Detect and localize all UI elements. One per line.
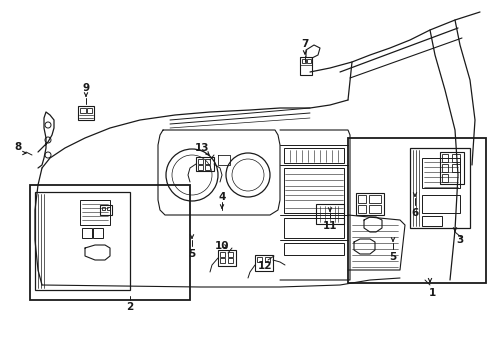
Bar — [421, 158, 459, 188]
Bar — [441, 164, 447, 172]
Bar — [204, 159, 209, 164]
Bar — [254, 255, 272, 271]
Bar — [302, 59, 305, 63]
Bar — [107, 207, 110, 210]
Text: 2: 2 — [126, 302, 133, 312]
Bar — [100, 205, 112, 215]
Bar — [220, 252, 224, 257]
Bar — [198, 159, 203, 164]
Bar — [227, 252, 232, 257]
Bar — [35, 192, 130, 290]
Text: 5: 5 — [388, 252, 396, 262]
Bar — [368, 205, 380, 213]
Bar — [347, 138, 485, 283]
Bar — [198, 165, 203, 170]
Bar — [451, 154, 459, 162]
Bar — [315, 204, 343, 224]
Bar — [441, 154, 447, 162]
Text: 1: 1 — [427, 288, 435, 298]
Text: 8: 8 — [14, 142, 21, 152]
Bar — [284, 168, 343, 213]
Bar — [284, 148, 343, 163]
Text: 5: 5 — [188, 249, 195, 259]
Text: 4: 4 — [218, 192, 225, 202]
Bar — [451, 164, 459, 172]
Bar — [78, 106, 94, 120]
Bar — [264, 257, 269, 262]
Bar — [80, 108, 86, 113]
Bar — [204, 165, 209, 170]
Bar — [368, 195, 380, 203]
Text: 12: 12 — [257, 261, 272, 271]
Text: 3: 3 — [455, 235, 463, 245]
Bar — [409, 148, 469, 228]
Bar — [355, 193, 383, 215]
Text: 10: 10 — [214, 241, 229, 251]
Bar — [102, 207, 105, 210]
Bar — [357, 205, 365, 213]
Bar — [82, 228, 92, 238]
Text: 11: 11 — [322, 221, 337, 231]
Bar — [284, 243, 343, 255]
Bar — [421, 216, 441, 226]
Bar — [93, 228, 103, 238]
Bar — [299, 57, 311, 75]
Bar — [30, 185, 190, 300]
Bar — [196, 157, 214, 171]
Bar — [257, 257, 262, 262]
Bar — [284, 218, 343, 238]
Bar — [80, 200, 110, 225]
Bar — [218, 250, 236, 266]
Text: 6: 6 — [410, 208, 418, 218]
Bar — [227, 258, 232, 263]
Bar — [357, 195, 365, 203]
Bar — [421, 195, 459, 213]
Bar — [87, 108, 92, 113]
Bar — [306, 59, 310, 63]
Text: 7: 7 — [301, 39, 308, 49]
Bar — [439, 152, 463, 184]
Bar — [441, 174, 447, 182]
Bar — [220, 258, 224, 263]
Text: 13: 13 — [194, 143, 209, 153]
Text: 9: 9 — [82, 83, 89, 93]
